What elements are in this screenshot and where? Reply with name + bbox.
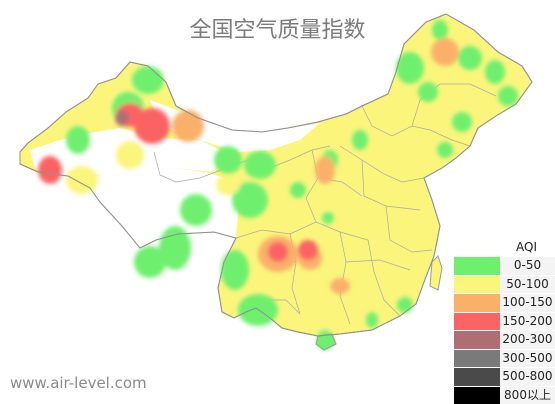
legend-label: 0-50 — [500, 257, 555, 275]
legend-row: 100-150 — [454, 293, 555, 312]
legend-swatch — [454, 257, 500, 275]
legend-swatch — [454, 350, 500, 368]
legend-row: 500-800 — [454, 367, 555, 386]
legend-label: 300-500 — [500, 350, 555, 368]
site-watermark: www.air-level.com — [10, 374, 147, 392]
legend-row: 800以上 — [454, 386, 555, 404]
legend-swatch — [454, 387, 500, 404]
legend-row: 200-300 — [454, 330, 555, 349]
legend-label: 150-200 — [500, 313, 555, 331]
legend-row: 150-200 — [454, 312, 555, 331]
legend-label: 500-800 — [500, 368, 555, 386]
map-title: 全国空气质量指数 — [0, 12, 555, 44]
legend-swatch — [454, 313, 500, 331]
legend-row: 300-500 — [454, 349, 555, 368]
legend-label: 50-100 — [500, 276, 555, 294]
legend-swatch — [454, 331, 500, 349]
legend-title: AQI — [454, 238, 555, 256]
legend-swatch — [454, 294, 500, 312]
legend-row: 0-50 — [454, 256, 555, 275]
legend-label: 800以上 — [500, 387, 555, 404]
legend-label: 100-150 — [500, 294, 555, 312]
legend-row: 50-100 — [454, 275, 555, 294]
aqi-legend: AQI 0-50 50-100 100-150 150-200 200-300 … — [454, 238, 555, 404]
legend-label: 200-300 — [500, 331, 555, 349]
legend-swatch — [454, 276, 500, 294]
legend-swatch — [454, 368, 500, 386]
